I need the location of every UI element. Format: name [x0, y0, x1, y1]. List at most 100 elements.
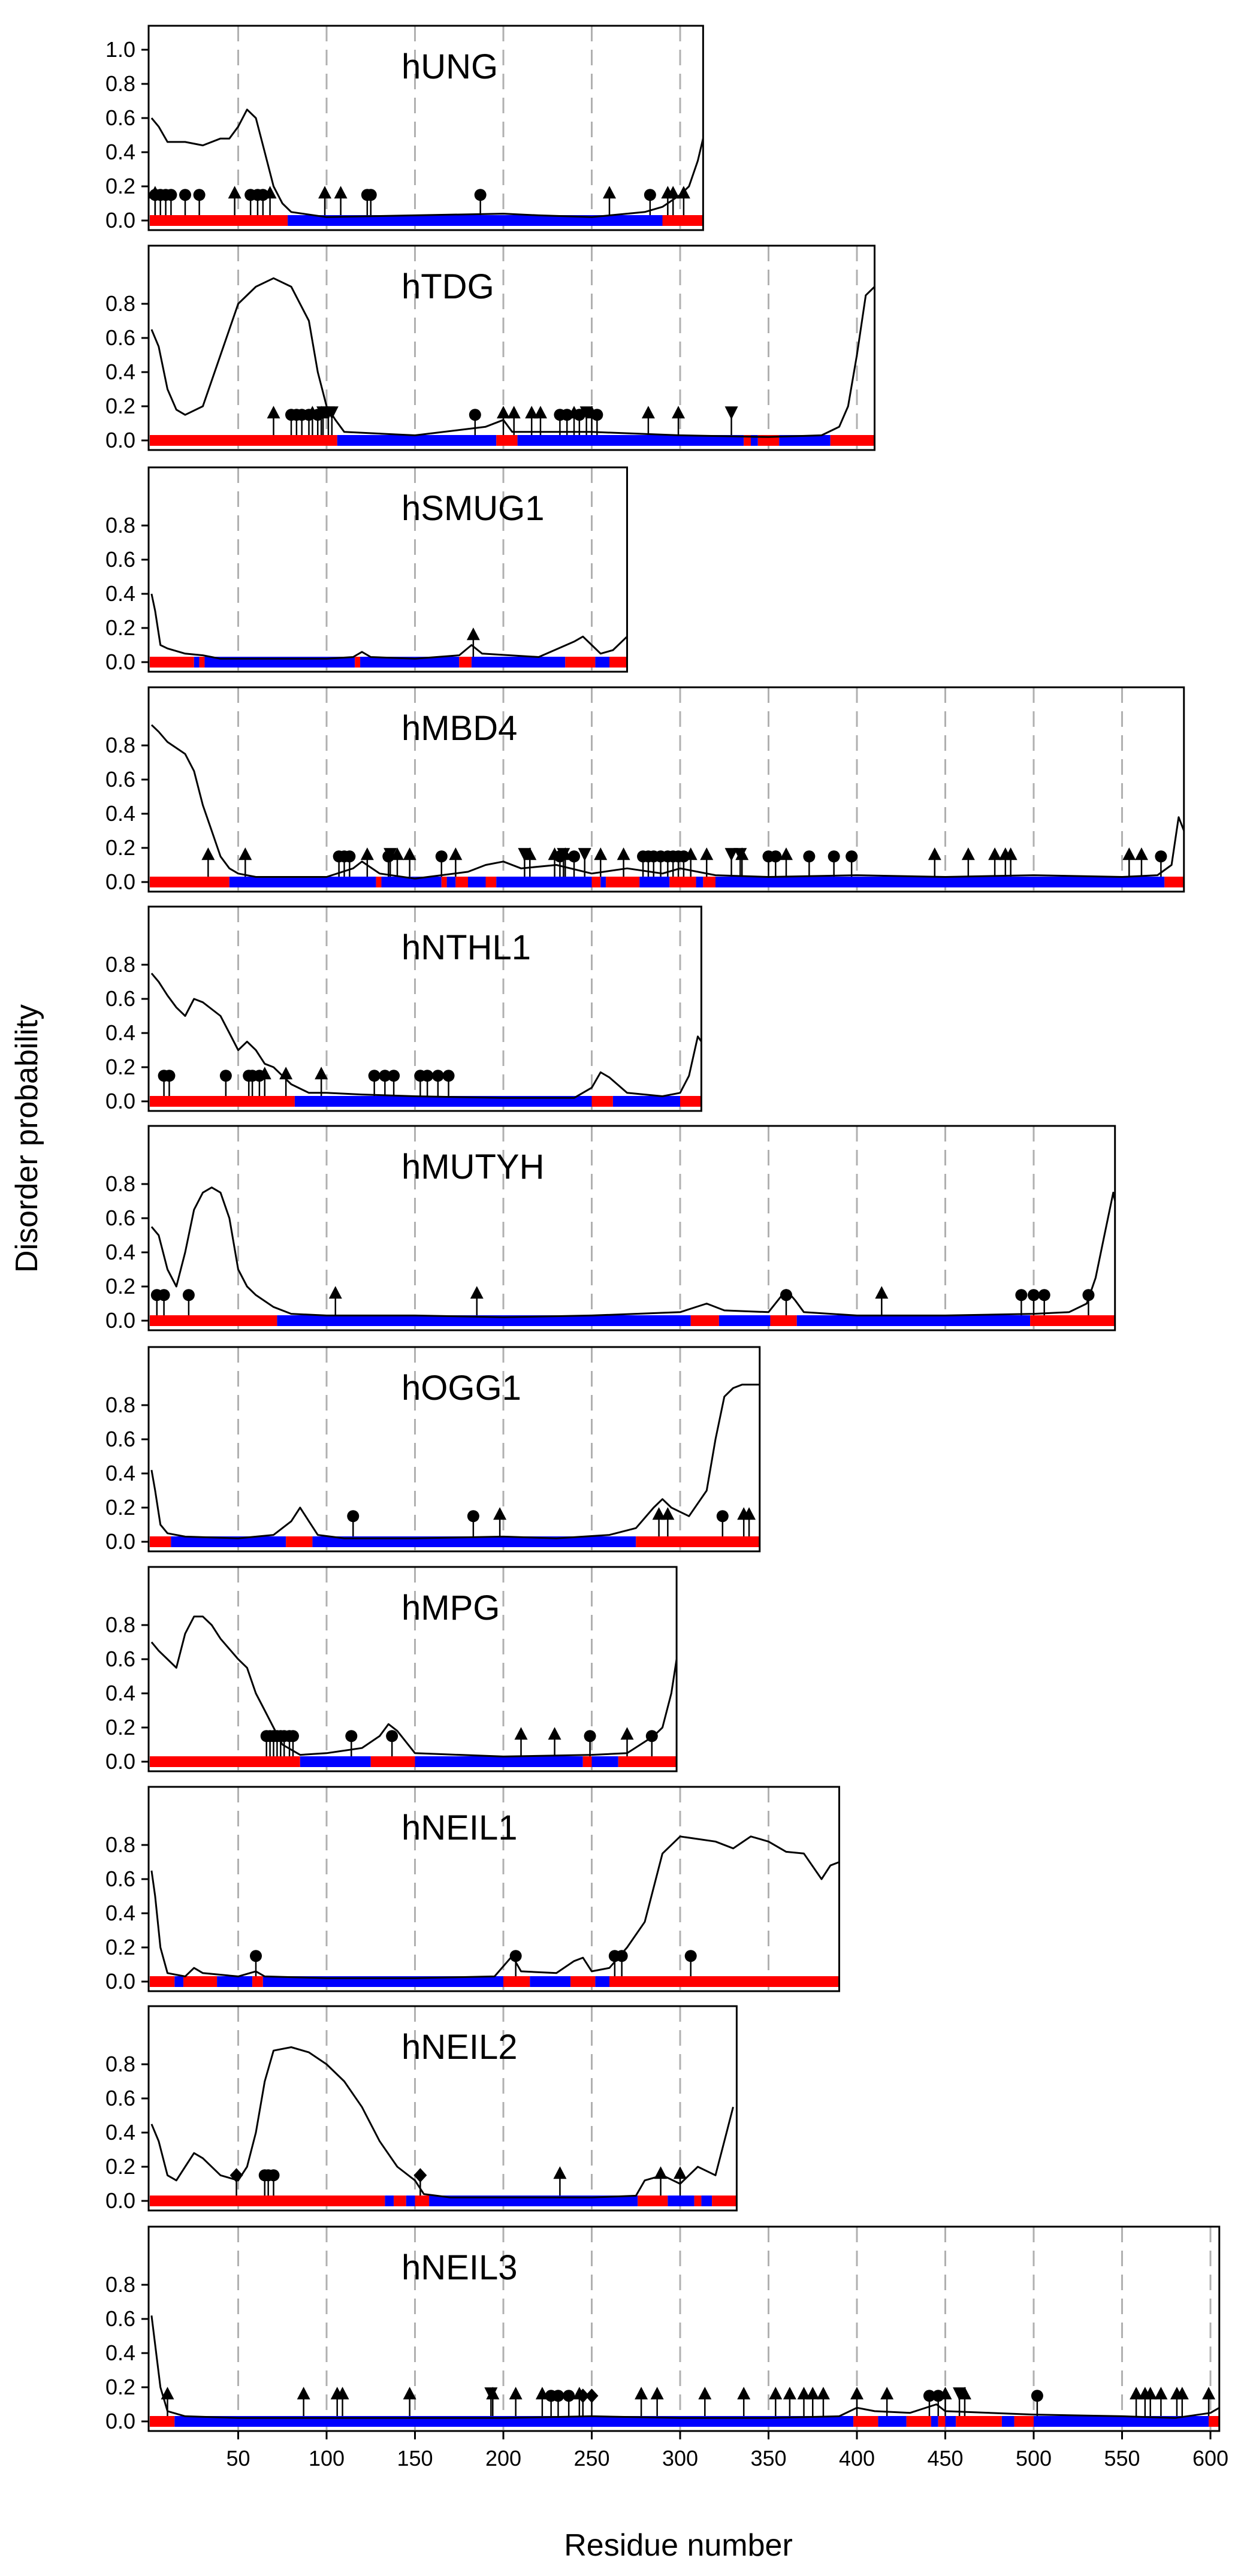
- panel-hnthl1: 0.0 0.2 0.4 0.6 0.8 hNTHL1: [105, 905, 702, 1113]
- y-tick-label: 0.4: [105, 801, 135, 826]
- order-bar-segment-disordered: [150, 657, 194, 668]
- y-tick-label: 0.6: [105, 767, 135, 792]
- marker-triangle: [228, 186, 241, 199]
- order-bar-segment-ordered: [496, 877, 592, 887]
- marker-triangle: [509, 2387, 523, 2400]
- marker-triangle: [1130, 2387, 1143, 2400]
- panel-frame: [147, 25, 704, 231]
- marker-triangle: [769, 2387, 783, 2400]
- marker-circle: [267, 2169, 280, 2182]
- marker-triangle: [650, 2387, 664, 2400]
- order-bar-segment-disordered: [459, 657, 472, 668]
- order-bar-segment-ordered: [701, 2196, 712, 2206]
- y-tick-label: 0.4: [105, 360, 135, 384]
- marker-circle: [474, 189, 487, 201]
- panel-hogg1: 0.0 0.2 0.4 0.6 0.8 hOGG1: [105, 1346, 761, 1554]
- y-tick-label: 0.0: [105, 2409, 135, 2433]
- panel-title-hmbd4: hMBD4: [401, 709, 517, 748]
- panel-title-hsmug1: hSMUG1: [401, 489, 545, 528]
- marker-triangle: [201, 847, 215, 860]
- marker-triangle: [961, 847, 975, 860]
- y-tick-label: 0.4: [105, 140, 135, 164]
- marker-triangle: [263, 186, 277, 199]
- order-bar-segment-ordered: [595, 1976, 609, 1987]
- panel-contents: [150, 1347, 760, 1550]
- marker-triangle: [553, 2166, 567, 2179]
- y-tick-label: 0.4: [105, 1240, 135, 1264]
- y-tick-label: 0.2: [105, 394, 135, 418]
- order-bar-segment-disordered: [150, 1536, 171, 1547]
- order-bar-segment-disordered: [591, 1096, 613, 1107]
- order-bar-segment-ordered: [591, 1756, 618, 1767]
- y-tick-label: 0.0: [105, 650, 135, 674]
- marker-triangle: [1143, 2387, 1157, 2400]
- order-bar-segment-ordered: [696, 877, 703, 887]
- y-tick-label: 0.2: [105, 1495, 135, 1520]
- order-bar-segment-disordered: [183, 1976, 218, 1987]
- marker-circle: [644, 189, 656, 201]
- y-tick-label: 0.0: [105, 1529, 135, 1554]
- marker-triangle: [737, 2387, 751, 2400]
- x-axis-title: Residue number: [564, 2528, 793, 2563]
- order-bar-segment-disordered: [376, 877, 382, 887]
- order-bar-segment-ordered: [471, 657, 566, 668]
- marker-triangle: [684, 847, 698, 860]
- marker-circle: [421, 1070, 434, 1082]
- order-bar-segment-disordered: [503, 1976, 530, 1987]
- order-bar-segment-ordered: [337, 435, 497, 446]
- marker-triangle: [403, 847, 416, 860]
- marker-triangle: [523, 847, 537, 860]
- marker-triangle: [525, 406, 539, 419]
- disorder-curve: [150, 973, 702, 1099]
- order-bar-segment-ordered: [600, 877, 606, 887]
- order-bar-segment-ordered: [194, 657, 200, 668]
- panel-contents: [150, 687, 1184, 890]
- order-bar-segment-disordered: [370, 1756, 415, 1767]
- y-tick-label: 0.4: [105, 1020, 135, 1045]
- marker-diamond: [576, 2388, 590, 2403]
- marker-triangle: [161, 2387, 174, 2400]
- panel-title-hneil2: hNEIL2: [401, 2028, 517, 2067]
- marker-circle: [219, 1070, 232, 1082]
- y-tick-label: 0.2: [105, 2375, 135, 2399]
- marker-triangle: [279, 1067, 293, 1080]
- order-bar-segment-disordered: [1164, 877, 1184, 887]
- x-axis: 50 100 150 200 250 300 350 400 450 500 550 600: [226, 2431, 1228, 2471]
- order-bar-segment-disordered: [690, 1315, 719, 1326]
- x-tick-label: 450: [927, 2446, 963, 2471]
- order-bar-segment-disordered: [150, 215, 288, 226]
- order-bar-segment-ordered: [1001, 2416, 1015, 2427]
- marker-triangle: [1154, 2387, 1168, 2400]
- y-tick-label: 0.6: [105, 325, 135, 350]
- marker-triangle-down: [724, 848, 738, 862]
- y-tick-label: 0.6: [105, 1647, 135, 1671]
- marker-circle: [923, 2390, 935, 2402]
- marker-triangle: [533, 406, 547, 419]
- order-bar-segment-ordered: [945, 2416, 956, 2427]
- x-tick-label: 500: [1016, 2446, 1052, 2471]
- y-tick-label: 0.8: [105, 952, 135, 977]
- marker-circle: [467, 1510, 479, 1523]
- order-bar-segment-disordered: [638, 2196, 668, 2206]
- marker-circle: [345, 1730, 358, 1743]
- marker-circle: [509, 1950, 522, 1962]
- y-tick-label: 0.0: [105, 208, 135, 232]
- disorder-curve: [150, 108, 703, 218]
- y-tick-label: 0.4: [105, 2341, 135, 2365]
- order-bar-segment-disordered: [694, 2196, 702, 2206]
- order-bar-segment-ordered: [360, 657, 460, 668]
- x-tick-label: 600: [1192, 2446, 1228, 2471]
- order-bar-segment-ordered: [595, 657, 609, 668]
- marker-circle: [343, 850, 356, 863]
- marker-triangle: [449, 847, 463, 860]
- order-bar-segment-disordered: [355, 657, 361, 668]
- y-tick-label: 0.8: [105, 1612, 135, 1637]
- panel-title-hogg1: hOGG1: [401, 1369, 521, 1408]
- y-tick-label: 0.6: [105, 105, 135, 130]
- y-tick-label: 0.2: [105, 1274, 135, 1298]
- order-bar-segment-disordered: [669, 877, 696, 887]
- order-bar-segment-ordered: [468, 877, 486, 887]
- marker-triangle: [470, 1286, 484, 1299]
- marker-circle: [286, 1730, 299, 1743]
- order-bar-segment-disordered: [150, 2416, 175, 2427]
